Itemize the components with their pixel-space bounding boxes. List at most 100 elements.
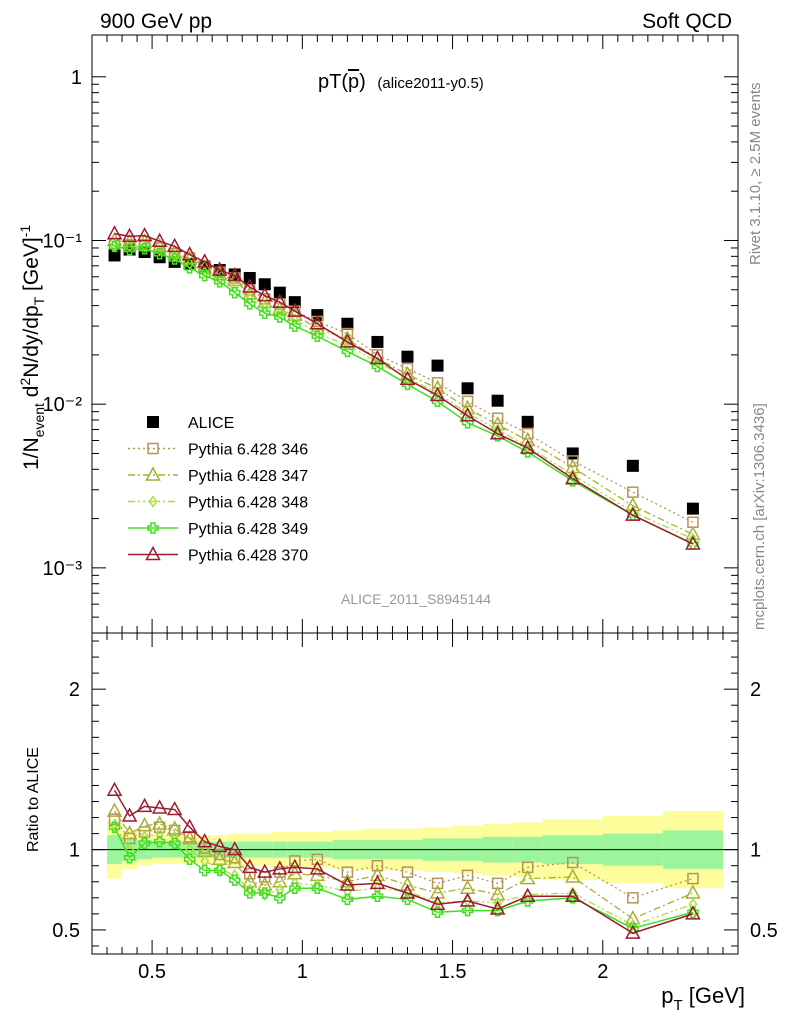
data-point: [274, 311, 286, 323]
data-point: [566, 475, 579, 487]
data-point: [241, 278, 258, 293]
data-point: [339, 333, 356, 348]
data-point: [153, 247, 166, 260]
data-point: [181, 250, 198, 265]
main-plot-area: [106, 225, 701, 550]
main-axes: 10⁻³ 10⁻² 10⁻¹ 1: [43, 35, 739, 634]
ratio-point: [257, 863, 273, 878]
ratio-point: [228, 874, 241, 886]
ratio-point: [121, 807, 138, 822]
data-point: [686, 502, 699, 515]
y-tick-label: 10⁻³: [43, 558, 83, 580]
data-point: [166, 237, 183, 253]
ratio-point: [371, 859, 384, 872]
data-point: [108, 249, 121, 262]
data-point: [289, 320, 301, 332]
ratio-point: [166, 820, 183, 835]
data-point: [461, 395, 474, 408]
data-point: [106, 231, 123, 247]
legend-marker: [147, 416, 159, 428]
data-point: [136, 227, 153, 242]
data-point: [564, 470, 581, 485]
data-point: [138, 243, 151, 255]
ratio-point: [138, 837, 151, 850]
ratio-y-tick-label-right: 2: [750, 679, 761, 701]
data-point: [106, 225, 123, 240]
legend: ALICE Pythia 6.428 346 Pythia 6.428 347 Pyt…: [128, 415, 308, 565]
x-axis-label: pT [GeV]: [661, 983, 745, 1014]
ratio-point: [108, 813, 121, 825]
ratio-point: [564, 868, 581, 883]
ratio-point: [339, 876, 356, 891]
data-point: [341, 345, 354, 358]
ratio-axes: 0.5 0.5 1 1 2 2 0.5 1 1.5 2: [52, 633, 778, 983]
ratio-y-tick-label-right: 0.5: [750, 920, 778, 942]
ratio-point: [181, 818, 198, 833]
data-point: [243, 271, 256, 284]
ratio-point: [275, 883, 285, 897]
ratio-point: [685, 905, 701, 920]
ratio-point: [627, 892, 639, 904]
data-point: [489, 416, 506, 431]
ratio-point: [151, 799, 168, 814]
data-point: [627, 486, 639, 498]
legend-label: ALICE: [188, 415, 234, 432]
data-point: [399, 370, 416, 385]
data-point: [369, 349, 386, 365]
ratio-point: [625, 910, 641, 925]
ratio-point: [564, 887, 581, 902]
data-point: [625, 506, 641, 521]
ratio-line-pythia-6-428-346: [114, 818, 694, 899]
data-point: [341, 317, 354, 330]
legend-marker: [148, 495, 158, 508]
plot-title: pT(p) (alice2011-y0.5): [318, 71, 484, 93]
ratio-point: [399, 884, 416, 899]
legend-label: Pythia 6.428 348: [188, 495, 308, 512]
data-point: [459, 407, 476, 422]
ratio-point: [243, 868, 256, 880]
data-point: [288, 296, 301, 309]
ratio-point: [138, 826, 151, 838]
data-point: [287, 302, 303, 317]
ratio-point: [461, 904, 474, 917]
data-point: [519, 439, 536, 454]
data-point: [257, 287, 273, 302]
ratio-point: [272, 873, 288, 888]
data-point: [211, 265, 228, 281]
data-point: [311, 309, 324, 322]
ratio-plot-frame: [91, 632, 739, 955]
data-point: [226, 271, 243, 287]
ratio-point: [289, 882, 301, 894]
ratio-point: [108, 821, 121, 833]
data-point: [258, 278, 271, 291]
series-line-pythia-6-428-348: [114, 244, 694, 540]
ratio-y-tick-label-right: 1: [750, 840, 761, 862]
ratio-y-tick-label: 2: [69, 679, 80, 701]
ratio-point: [241, 858, 258, 874]
data-point: [228, 286, 241, 299]
data-point: [626, 459, 639, 472]
data-point: [272, 293, 288, 308]
ratio-point: [687, 872, 699, 885]
ratio-point: [123, 851, 136, 864]
rivet-label: Rivet 3.1.10, ≥ 2.5M events: [747, 83, 764, 266]
ratio-point: [489, 900, 506, 915]
data-point: [431, 395, 444, 408]
data-point: [401, 350, 414, 363]
data-point: [121, 227, 138, 243]
main-y-axis-label: 1/Nevent d2N/dy/dpT [GeV]-1: [17, 225, 47, 470]
ratio-point: [341, 893, 354, 906]
ratio-point: [489, 886, 506, 901]
ratio-point: [241, 873, 258, 888]
data-point: [259, 307, 271, 319]
ratio-point: [226, 853, 243, 869]
ratio-point: [309, 860, 326, 875]
ratio-point: [196, 833, 213, 848]
plot-title-symbol: p: [348, 71, 359, 93]
ratio-point: [136, 797, 153, 813]
ratio-point: [213, 864, 226, 877]
data-point: [272, 300, 288, 316]
ratio-point: [371, 890, 384, 902]
ratio-point: [625, 924, 641, 939]
